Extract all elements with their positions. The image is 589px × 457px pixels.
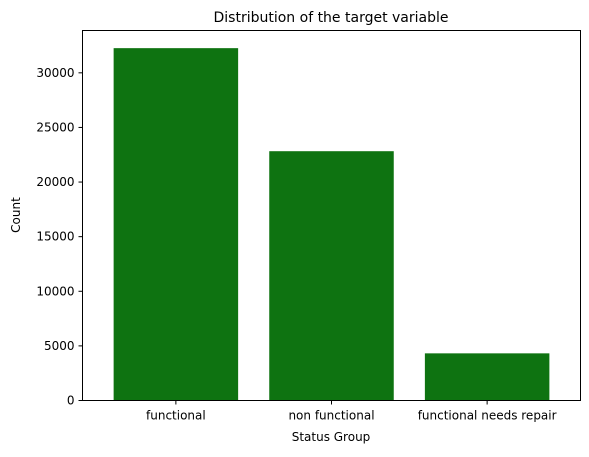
y-tick-label: 30000: [36, 66, 74, 80]
y-axis-label: Count: [9, 197, 23, 233]
y-axis: 0 5000 10000 15000 20000 25000 30000: [36, 66, 83, 408]
x-axis-label: Status Group: [292, 430, 371, 444]
x-axis: functional non functional functional needs…: [146, 400, 557, 423]
chart-title: Distribution of the target variable: [214, 10, 449, 26]
bars-group: [113, 48, 550, 401]
bar: [113, 48, 239, 401]
y-tick-label: 15000: [36, 230, 74, 244]
y-tick-label: 10000: [36, 284, 74, 298]
y-tick-label: 25000: [36, 120, 74, 134]
y-tick-label: 20000: [36, 175, 74, 189]
y-tick-label: 5000: [44, 339, 75, 353]
plot-frame: [82, 30, 581, 401]
bar: [269, 151, 394, 401]
x-tick-label: non functional: [288, 409, 374, 423]
y-tick-label: 0: [67, 394, 75, 408]
x-tick-label: functional: [146, 409, 206, 423]
x-tick-label: functional needs repair: [418, 409, 557, 423]
bar: [424, 353, 550, 401]
